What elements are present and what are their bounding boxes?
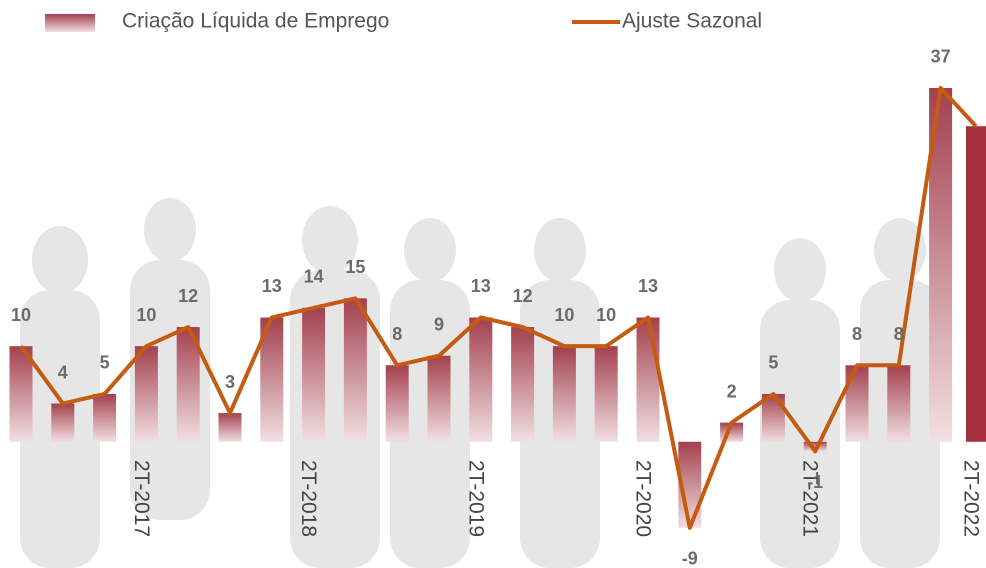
bar bbox=[469, 317, 493, 442]
bar bbox=[302, 307, 326, 442]
data-label: 5 bbox=[768, 353, 778, 373]
legend: Criação Líquida de Emprego Ajuste Sazonal bbox=[45, 10, 762, 33]
bar bbox=[427, 355, 451, 442]
data-label: 2 bbox=[727, 381, 737, 401]
data-label: -9 bbox=[682, 549, 698, 568]
bar bbox=[511, 327, 535, 442]
data-label: 8 bbox=[392, 324, 402, 344]
data-label: 8 bbox=[894, 324, 904, 344]
bar bbox=[761, 393, 785, 442]
data-label: 13 bbox=[262, 276, 282, 296]
bar bbox=[845, 365, 869, 442]
bar bbox=[343, 298, 367, 442]
data-label: 12 bbox=[513, 286, 533, 306]
data-label: 10 bbox=[554, 305, 574, 325]
x-tick-label: 2T-2018 bbox=[297, 460, 320, 537]
data-label: 13 bbox=[471, 276, 491, 296]
data-label: 10 bbox=[136, 305, 156, 325]
plot: 2T-2017 2T-2018 2T-2019 2T-2020 2T-2021 2T-20… bbox=[9, 47, 986, 568]
bar bbox=[803, 441, 827, 452]
bar bbox=[887, 365, 911, 442]
bar bbox=[552, 346, 576, 442]
data-label: 13 bbox=[638, 276, 658, 296]
data-label: 15 bbox=[345, 257, 365, 277]
bar bbox=[966, 126, 986, 442]
x-tick-label: 2T-2020 bbox=[631, 460, 654, 537]
data-label: 12 bbox=[178, 286, 198, 306]
legend-label: Criação Líquida de Emprego bbox=[122, 10, 389, 33]
data-label: 9 bbox=[434, 314, 444, 334]
data-label: 4 bbox=[58, 362, 68, 382]
bar bbox=[218, 413, 242, 442]
data-label: 8 bbox=[852, 324, 862, 344]
bar bbox=[134, 346, 158, 442]
legend-label: Ajuste Sazonal bbox=[622, 10, 762, 33]
x-tick-label: 2T-2019 bbox=[464, 460, 487, 537]
x-tick-label: 2T-2022 bbox=[959, 460, 982, 537]
legend-swatch bbox=[45, 14, 95, 32]
bar bbox=[929, 87, 953, 442]
data-label: 37 bbox=[931, 47, 951, 67]
data-label: 14 bbox=[304, 267, 324, 287]
bar bbox=[176, 327, 200, 442]
data-label: 10 bbox=[11, 305, 31, 325]
bar bbox=[385, 365, 409, 442]
bar bbox=[636, 317, 660, 442]
data-label: -1 bbox=[807, 472, 823, 492]
data-label: 3 bbox=[225, 372, 235, 392]
bar bbox=[93, 393, 117, 442]
data-label: 5 bbox=[100, 353, 110, 373]
x-tick-label: 2T-2017 bbox=[130, 460, 153, 537]
line-series bbox=[19, 85, 978, 530]
data-label: 10 bbox=[596, 305, 616, 325]
bar bbox=[9, 346, 33, 442]
x-tick-label: 2T-2021 bbox=[799, 460, 822, 537]
bar bbox=[51, 403, 75, 442]
bar bbox=[260, 317, 284, 442]
bar bbox=[594, 346, 618, 442]
